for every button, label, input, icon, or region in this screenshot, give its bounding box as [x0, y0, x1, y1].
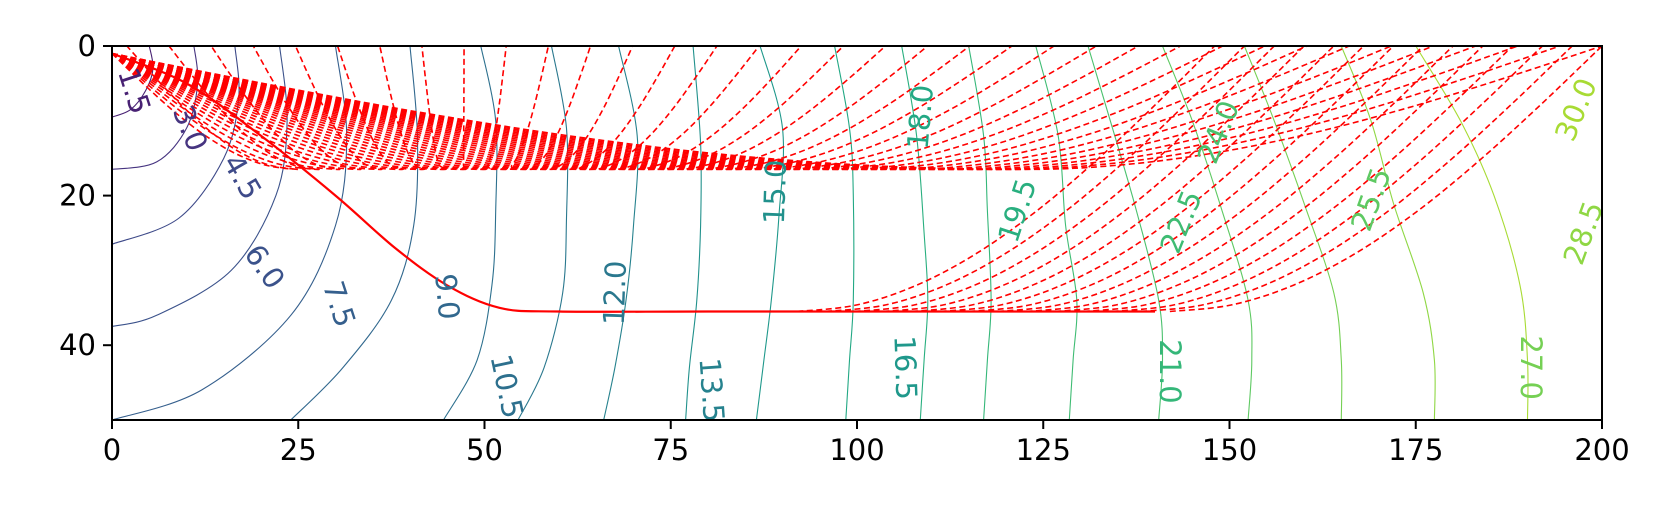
ray-path-upper — [112, 46, 1181, 171]
ray-paths — [112, 46, 1602, 313]
contour-line-15.0 — [685, 46, 702, 420]
ray-path-lower — [1055, 46, 1484, 313]
ray-path-upper — [112, 46, 887, 171]
ray-path-upper — [112, 46, 760, 171]
ray-path-upper — [112, 46, 1350, 171]
ray-path-lower — [1169, 46, 1602, 313]
contour-line-21.0 — [968, 46, 992, 420]
ray-path-upper — [112, 46, 1097, 171]
contour-label: 21.0 — [1153, 339, 1187, 404]
contour-line-19.5 — [901, 46, 929, 420]
contour-line-13.5 — [603, 46, 639, 420]
ray-path-upper — [112, 46, 1602, 171]
ray-path-upper — [112, 46, 507, 171]
contour-label: 12.0 — [597, 260, 633, 326]
ray-path-upper — [112, 46, 1139, 171]
ray-path-upper — [112, 46, 971, 171]
x-tick-label: 125 — [1016, 433, 1071, 467]
contour-line-4.5 — [112, 46, 240, 245]
contour-line-9.0 — [290, 46, 419, 420]
solid-curve-group — [112, 52, 1155, 313]
contour-label: 13.5 — [693, 357, 731, 424]
x-tick-label: 75 — [652, 433, 689, 467]
ray-path-lower — [826, 46, 1245, 313]
contour-label: 27.0 — [1514, 335, 1548, 400]
contour-line-10.5 — [443, 46, 498, 420]
solid-curve — [112, 52, 1155, 313]
contour-line-12.0 — [517, 46, 569, 420]
ray-path-upper — [112, 46, 1308, 171]
ray-path-upper — [112, 46, 404, 171]
ray-path-lower — [1026, 46, 1454, 313]
contour-line-18.0 — [834, 46, 855, 420]
ray-path-lower — [1112, 46, 1543, 313]
contour-line-25.5 — [1161, 46, 1253, 420]
x-tick-label: 25 — [280, 433, 317, 467]
ray-path-upper — [112, 46, 550, 171]
ray-path-upper — [112, 46, 802, 171]
contour-line-28.5 — [1340, 46, 1436, 420]
ray-path-lower — [969, 46, 1394, 313]
contour-label: 18.0 — [901, 83, 940, 150]
ray-path-upper — [112, 46, 844, 171]
ray-path-upper — [112, 46, 929, 171]
x-tick-label: 175 — [1388, 433, 1443, 467]
ray-path-upper — [112, 46, 362, 171]
x-tick-label: 150 — [1202, 433, 1257, 467]
ray-path-upper — [112, 46, 676, 171]
contour-label: 16.5 — [887, 335, 923, 401]
ray-path-lower — [997, 46, 1424, 313]
ray-path-lower — [1141, 46, 1573, 313]
contour-line-30.0 — [1415, 46, 1529, 420]
ray-path-upper — [112, 46, 1266, 171]
x-tick-label: 100 — [829, 433, 884, 467]
contour-label: 15.0 — [757, 159, 793, 225]
axes: 0 25 50 75 100 125 150 175 200 0 20 40 — [59, 29, 1630, 467]
contour-line-22.5 — [1035, 46, 1078, 420]
ray-path-lower — [797, 46, 1216, 313]
ray-path-upper — [112, 46, 1476, 171]
y-tick-label: 20 — [59, 179, 96, 213]
ray-path-upper — [112, 46, 718, 171]
contour-line-7.5 — [112, 46, 348, 420]
contour-line-24.0 — [1087, 46, 1164, 420]
x-tick-label: 50 — [466, 433, 503, 467]
y-tick-label: 0 — [78, 29, 96, 63]
contour-lines — [112, 46, 1529, 420]
contour-label: 9.0 — [428, 272, 466, 321]
ray-path-lower — [1083, 46, 1514, 313]
y-tick-label: 40 — [59, 328, 96, 362]
ray-path-upper — [112, 46, 383, 171]
ray-path-upper — [112, 46, 341, 171]
ray-path-upper — [112, 46, 1055, 171]
ray-path-upper — [112, 46, 1013, 171]
contour-line-27.0 — [1243, 46, 1343, 420]
x-tick-label: 200 — [1574, 433, 1629, 467]
contour-line-16.5 — [755, 46, 785, 420]
x-tick-label: 0 — [103, 433, 121, 467]
